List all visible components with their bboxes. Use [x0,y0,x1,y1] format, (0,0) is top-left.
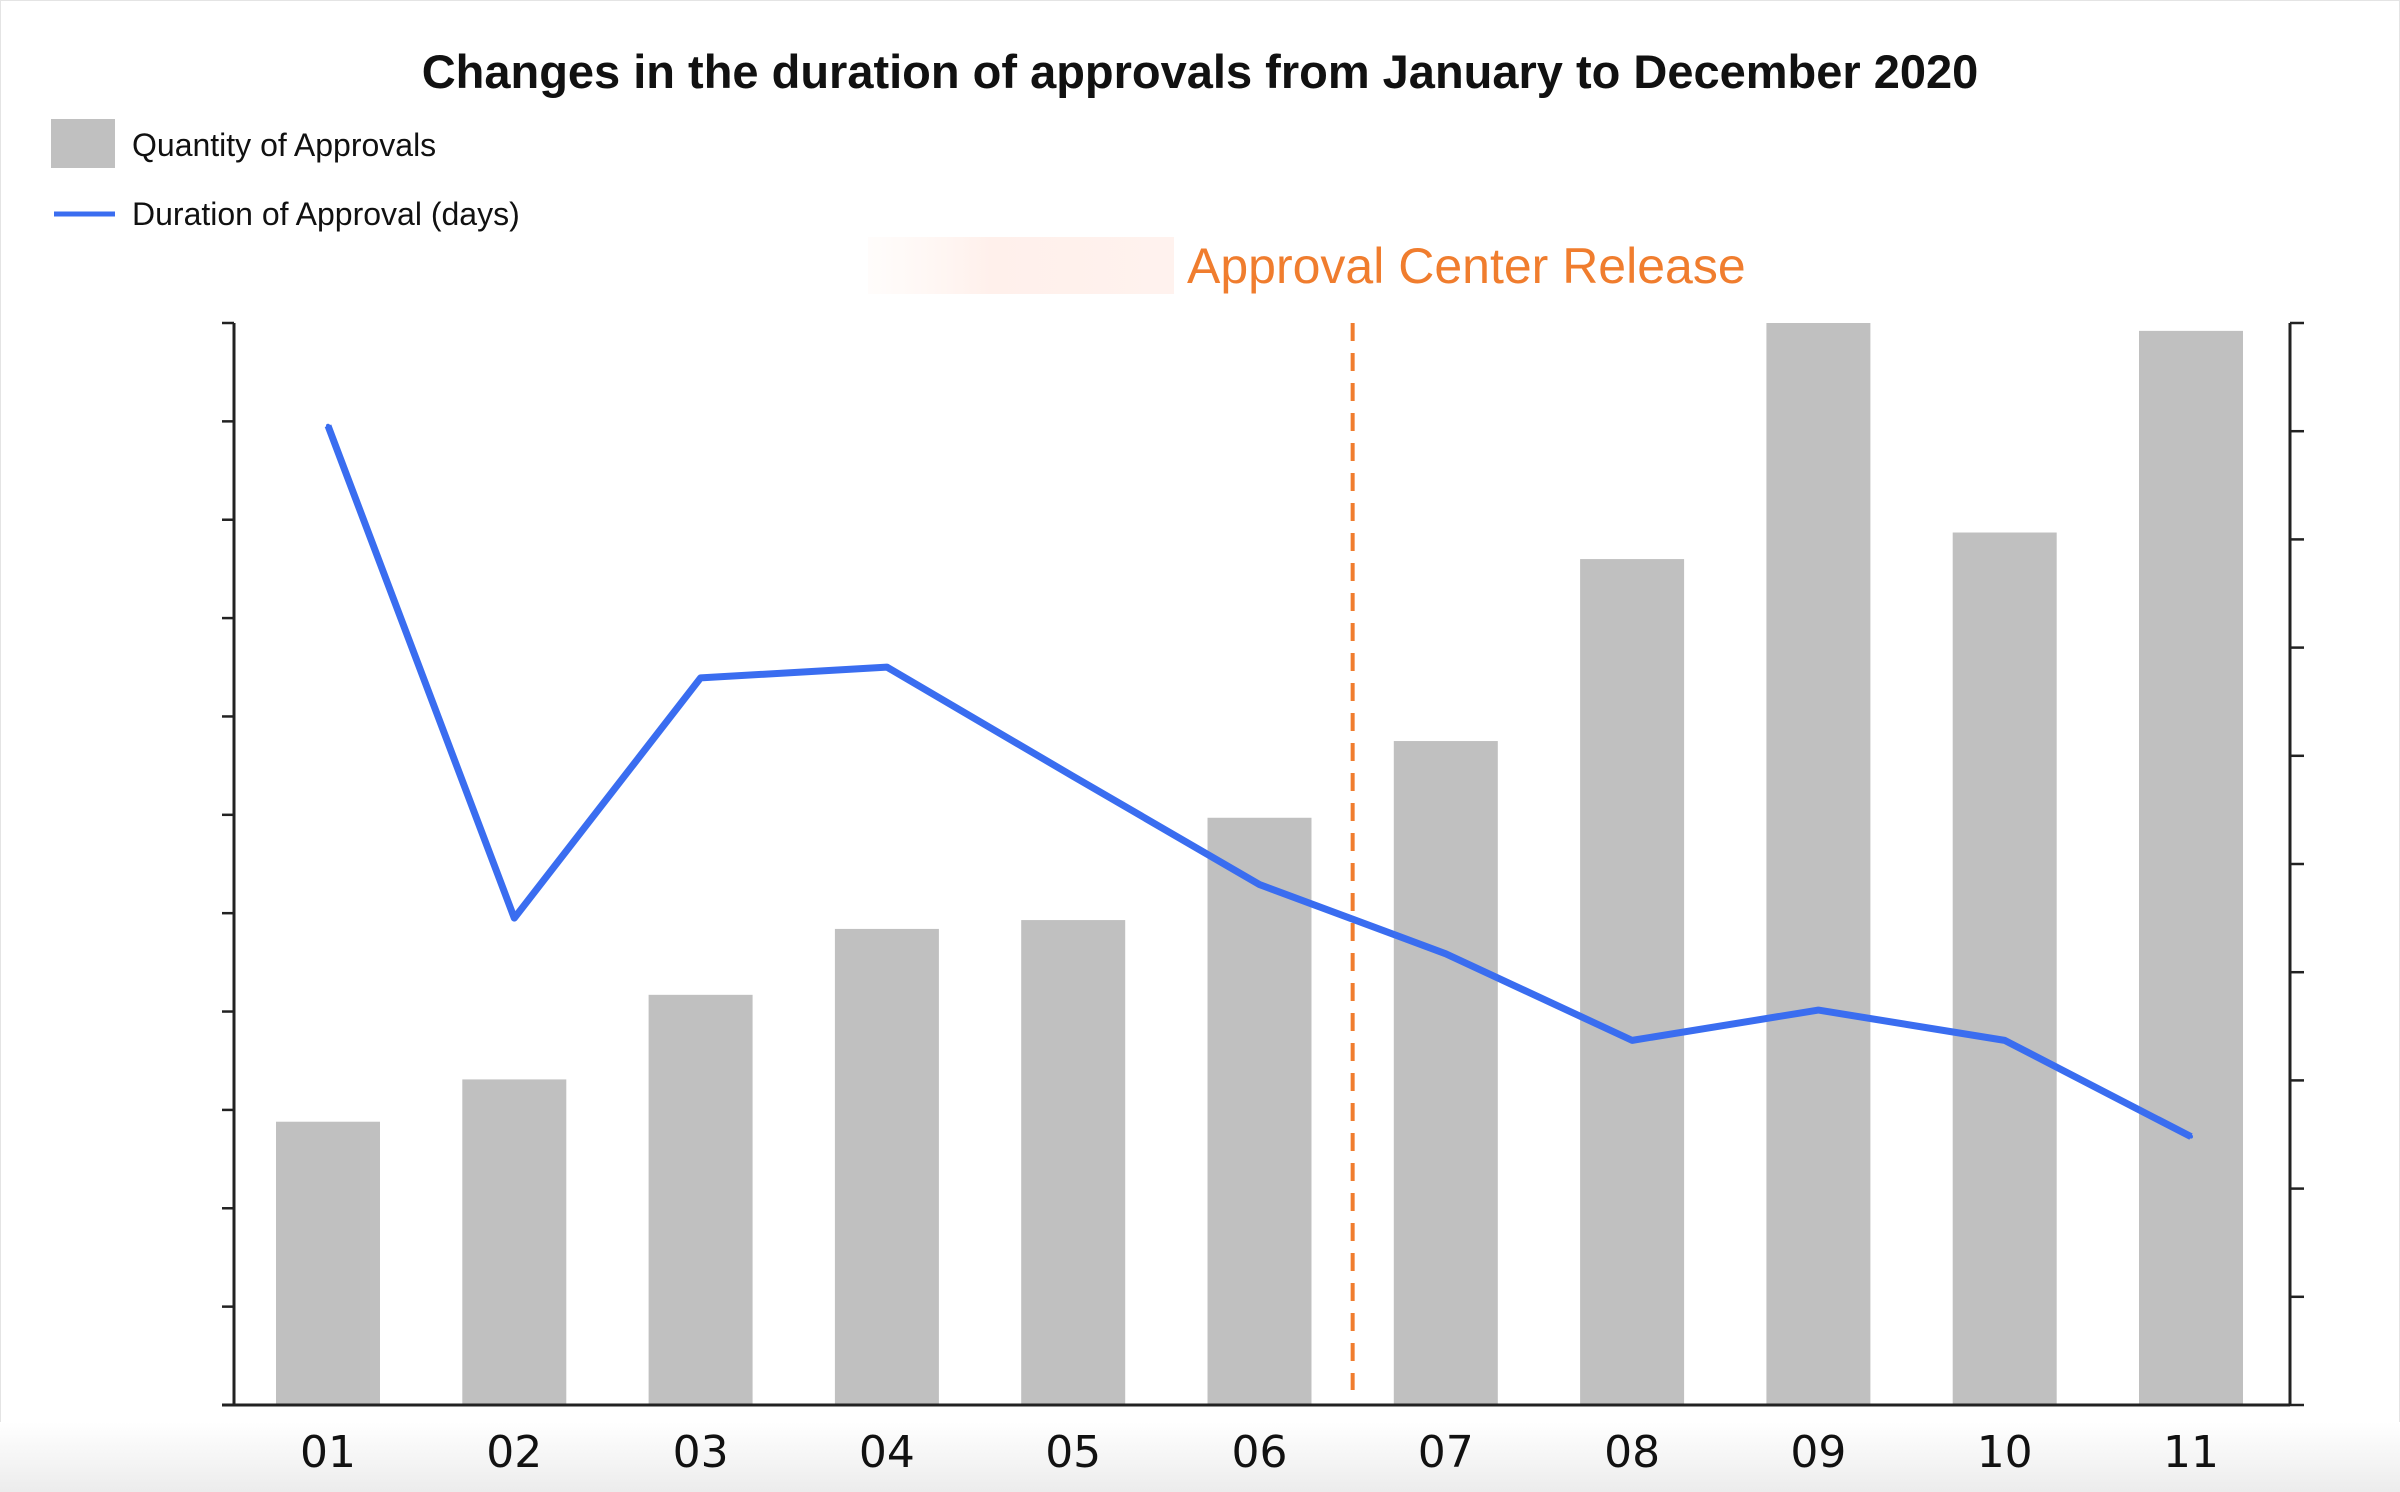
bar-07 [1393,741,1498,1405]
bar-02 [462,1079,567,1405]
x-tick-label: 11 [2163,1427,2219,1478]
x-tick-label: 01 [300,1427,356,1478]
x-tick-label: 03 [673,1427,729,1478]
line-point-07 [1443,951,1448,956]
bar-08 [1580,559,1685,1405]
bottom-shade [0,1422,2400,1492]
x-tick-label: 02 [486,1427,542,1478]
line-point-01 [326,423,330,428]
x-tick-label: 08 [1604,1427,1660,1478]
line-point-02 [512,916,517,921]
bar-04 [834,928,939,1405]
x-tick-label: 07 [1418,1427,1474,1478]
line-point-06 [1257,882,1262,887]
bar-01 [276,1121,380,1405]
line-point-05 [1071,774,1076,779]
bar-09 [1766,323,1871,1405]
bar-11 [2139,330,2243,1405]
legend-label-line: Duration of Approval (days) [132,196,520,232]
line-point-11 [2189,1134,2193,1139]
x-tick-label: 05 [1045,1427,1101,1478]
line-point-04 [884,665,889,670]
legend: Quantity of Approvals Duration of Approv… [51,119,520,232]
bar-06 [1207,817,1312,1405]
x-tick-label: 10 [1977,1427,2033,1478]
chart-title: Changes in the duration of approvals fro… [422,45,1979,98]
line-point-10 [2002,1038,2007,1043]
x-tick-label: 09 [1790,1427,1846,1478]
bar-05 [1021,920,1126,1405]
bar-03 [648,994,753,1405]
line-point-09 [1816,1008,1821,1013]
annotation-highlight [868,237,1174,294]
line-point-08 [1630,1038,1635,1043]
x-tick-label: 04 [859,1427,915,1478]
legend-label-bars: Quantity of Approvals [132,127,436,163]
x-tick-label: 06 [1232,1427,1288,1478]
bar-10 [1952,532,2057,1405]
annotation-label: Approval Center Release [1187,238,1746,294]
legend-swatch-bars [51,119,115,168]
line-point-03 [698,675,703,680]
